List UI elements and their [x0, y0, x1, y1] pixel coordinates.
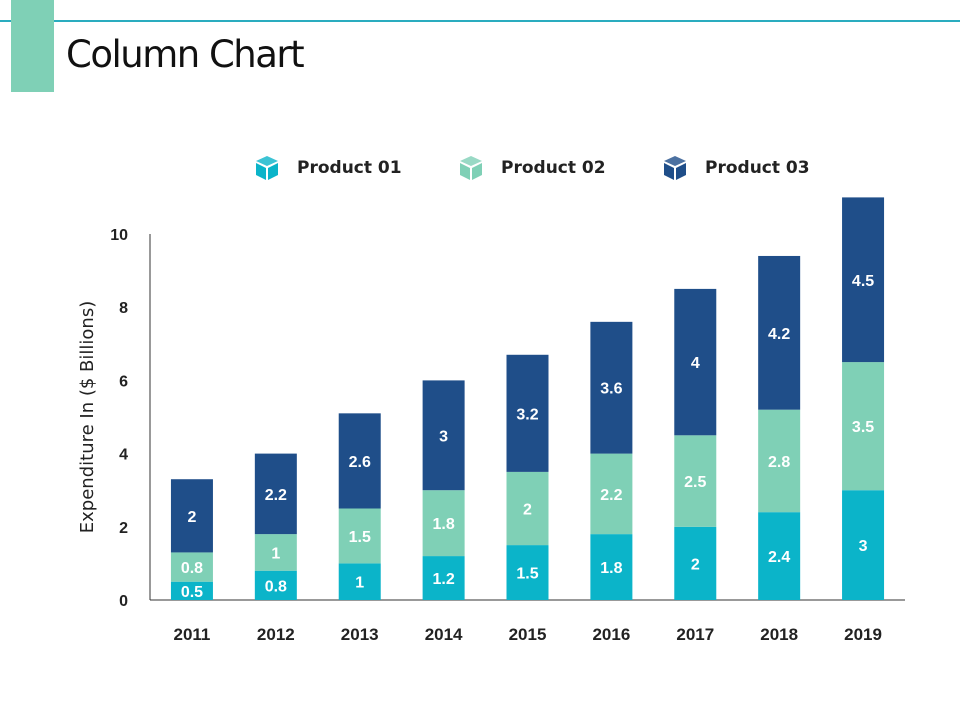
data-label: 3 [439, 428, 448, 445]
data-label: 0.8 [181, 560, 203, 577]
data-label: 2.5 [684, 474, 706, 491]
legend-item-product-03: Product 03 [663, 155, 810, 181]
bar-segment-3 [506, 354, 549, 472]
y-tick-label: 10 [110, 227, 128, 244]
bar-segment-1 [590, 534, 633, 600]
bar-segment-1 [506, 545, 549, 600]
data-label: 1.2 [432, 571, 454, 588]
title-accent-bar [11, 0, 54, 92]
y-axis-label: Expenditure In ($ Billions) [77, 301, 98, 533]
bar-segment-3 [422, 380, 465, 491]
bar-segment-2 [170, 552, 213, 582]
y-tick-label: 4 [119, 447, 128, 464]
data-label: 4.5 [852, 273, 874, 290]
y-tick-label: 8 [119, 300, 128, 317]
bar-segment-1 [758, 512, 801, 600]
legend-item-product-01: Product 01 [255, 155, 402, 181]
x-tick-label: 2016 [592, 625, 630, 644]
y-tick-label: 0 [119, 593, 128, 610]
y-tick-label: 2 [119, 520, 128, 537]
x-tick-label: 2018 [760, 625, 798, 644]
data-label: 1 [271, 545, 280, 562]
data-label: 3.5 [852, 419, 874, 436]
data-label: 2 [691, 556, 700, 573]
data-label: 2.2 [600, 487, 622, 504]
data-label: 2.4 [768, 549, 790, 566]
x-tick-label: 2019 [844, 625, 882, 644]
bar-segment-3 [254, 453, 297, 535]
x-tick-label: 2014 [425, 625, 463, 644]
bar-segment-2 [842, 362, 885, 491]
box-icon [664, 156, 686, 180]
legend-label: Product 02 [501, 158, 606, 178]
data-label: 1.5 [516, 566, 538, 583]
legend-label: Product 03 [705, 158, 810, 178]
legend-item-product-02: Product 02 [459, 155, 606, 181]
y-tick-label: 6 [119, 373, 128, 390]
data-label: 3.2 [516, 406, 538, 423]
bar-segment-1 [170, 581, 213, 600]
box-icon [256, 156, 278, 180]
bar-segment-2 [422, 490, 465, 557]
bar-segment-3 [674, 288, 717, 436]
bar-segment-3 [338, 413, 381, 509]
header-rule [0, 20, 960, 22]
bar-segment-2 [590, 453, 633, 535]
data-label: 2 [187, 509, 196, 526]
data-label: 3.6 [600, 381, 622, 398]
data-label: 4 [691, 355, 700, 372]
x-tick-label: 2011 [173, 625, 210, 644]
bar-segment-2 [338, 508, 381, 564]
bar-segment-2 [506, 471, 549, 546]
bar-segment-1 [674, 526, 717, 600]
bar-segment-1 [422, 556, 465, 600]
x-tick-label: 2017 [676, 625, 714, 644]
bar-segment-1 [338, 563, 381, 600]
page-title: Column Chart [66, 33, 305, 76]
data-label: 1 [355, 575, 364, 592]
data-label: 2.8 [768, 454, 790, 471]
bar-segment-2 [674, 435, 717, 527]
bar-segment-1 [254, 570, 297, 600]
bar-segment-3 [758, 255, 801, 410]
data-label: 2.2 [265, 487, 287, 504]
bar-segment-3 [590, 321, 633, 454]
x-tick-label: 2015 [509, 625, 547, 644]
bar-segment-3 [170, 479, 213, 553]
data-label: 1.8 [600, 560, 622, 577]
legend-label: Product 01 [297, 158, 402, 178]
data-label: 2.6 [349, 454, 371, 471]
data-label: 1.5 [349, 529, 371, 546]
data-label: 0.5 [181, 584, 203, 601]
box-icon [460, 156, 482, 180]
data-label: 4.2 [768, 326, 790, 343]
bar-segment-2 [758, 409, 801, 513]
bar-segment-2 [254, 534, 297, 571]
x-tick-label: 2012 [257, 625, 295, 644]
data-label: 3 [859, 538, 868, 555]
data-label: 0.8 [265, 578, 287, 595]
bar-segment-1 [842, 490, 885, 600]
bar-segment-3 [842, 197, 885, 363]
x-tick-label: 2013 [341, 625, 379, 644]
data-label: 1.8 [432, 516, 454, 533]
data-label: 2 [523, 502, 532, 519]
